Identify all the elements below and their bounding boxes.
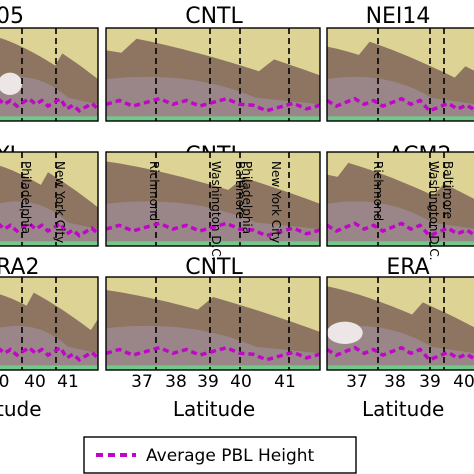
panel-0-1 xyxy=(105,27,321,122)
pbl-line xyxy=(327,345,474,362)
city-label: New York City xyxy=(269,161,283,243)
city-label: Washington D.C. xyxy=(209,161,223,261)
x-axis-label-left: tude xyxy=(0,397,42,421)
area-mauve xyxy=(0,76,98,121)
legend: Average PBL Height xyxy=(83,436,357,474)
city-label: Philadelphia xyxy=(240,161,254,234)
area-green xyxy=(0,241,98,246)
panel-title-r0c1: CNTL xyxy=(185,4,243,29)
area-green xyxy=(327,241,474,246)
panel-2-1 xyxy=(105,276,321,371)
pbl-line xyxy=(106,345,320,362)
area-light xyxy=(0,72,22,95)
panel-frame xyxy=(105,276,321,371)
tick-label: 40 xyxy=(24,372,46,392)
area-green xyxy=(327,116,474,121)
panel-1-0 xyxy=(0,151,99,247)
panel-title-r2c1: CNTL xyxy=(185,255,243,280)
panel-2-0 xyxy=(0,276,99,371)
area-mauve xyxy=(0,325,98,370)
tick-label: 38 xyxy=(384,372,406,392)
area-green xyxy=(327,365,474,370)
tick-label: 40 xyxy=(453,372,474,392)
panel-frame xyxy=(0,276,99,371)
area-green xyxy=(0,116,98,121)
tick-label: 41 xyxy=(274,372,296,392)
tick-label: 40 xyxy=(230,372,252,392)
panel-frame xyxy=(326,151,474,247)
city-label: Baltimore xyxy=(441,161,455,219)
tick-label: 37 xyxy=(131,372,153,392)
area-mauve xyxy=(106,201,320,246)
panel-title-r0c0: 05 xyxy=(0,4,24,29)
legend-box xyxy=(83,436,357,474)
area-mauve xyxy=(106,76,320,121)
pbl-line xyxy=(0,96,98,113)
panel-frame xyxy=(105,151,321,247)
panel-title-r2c0: RA2 xyxy=(0,255,39,280)
city-label: Washington D.C. xyxy=(427,161,441,261)
x-axis-label-right: Latitude xyxy=(362,397,444,421)
area-green xyxy=(106,241,320,246)
panel-frame xyxy=(326,276,474,371)
panel-frame xyxy=(105,27,321,122)
panel-frame xyxy=(326,27,474,122)
panel-title-r2c2: ERA xyxy=(386,255,429,280)
city-label: Richmond xyxy=(147,161,161,221)
tick-label: 39 xyxy=(197,372,219,392)
pbl-line xyxy=(327,96,474,113)
panel-0-2 xyxy=(326,27,474,122)
legend-label: Average PBL Height xyxy=(146,446,315,466)
pbl-line xyxy=(106,96,320,113)
panel-frame xyxy=(0,27,99,122)
panel-1-1 xyxy=(105,151,321,247)
tick-label: 41 xyxy=(57,372,79,392)
area-mauve xyxy=(106,325,320,370)
pbl-line xyxy=(0,345,98,362)
city-label: New York City xyxy=(53,161,67,243)
tick-label: 39 xyxy=(419,372,441,392)
city-label: Richmond xyxy=(371,161,385,221)
tick-label: 38 xyxy=(165,372,187,392)
pbl-line xyxy=(327,221,474,238)
tick-label: 0 xyxy=(0,372,9,392)
area-green xyxy=(106,365,320,370)
city-label: Philadelphia xyxy=(19,161,33,234)
area-light xyxy=(327,321,363,344)
panel-1-2 xyxy=(326,151,474,247)
tick-label: 37 xyxy=(346,372,368,392)
panel-0-0 xyxy=(0,27,99,122)
city-label: Baltimore xyxy=(233,161,247,219)
pbl-line xyxy=(0,220,98,238)
pbl-line xyxy=(106,221,320,238)
area-green xyxy=(0,365,98,370)
panel-frame xyxy=(0,151,99,247)
area-green xyxy=(106,116,320,121)
panel-title-r0c2: NEI14 xyxy=(366,4,431,29)
x-axis-label-center: Latitude xyxy=(173,397,255,421)
panel-2-2 xyxy=(326,276,474,371)
area-mauve xyxy=(0,201,98,246)
